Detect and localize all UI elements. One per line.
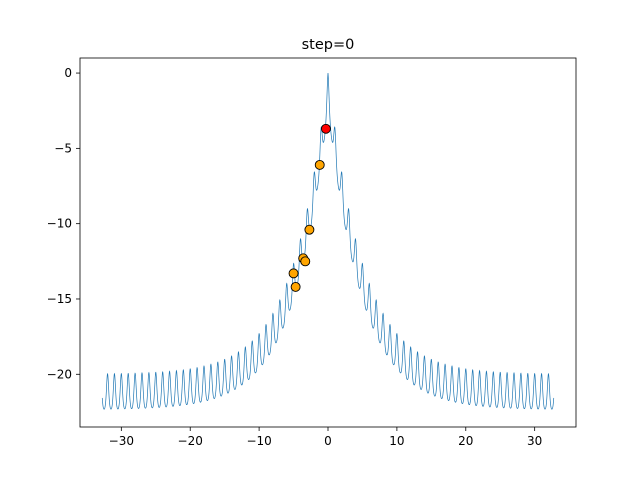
- series-line: [101, 73, 555, 410]
- y-tick-label: −20: [47, 367, 72, 381]
- x-tick-label: −10: [246, 434, 271, 448]
- x-tick-label: −30: [109, 434, 134, 448]
- scatter-point: [320, 123, 331, 134]
- y-axis-ticks: 0 −5 −10 −15 −20: [47, 66, 80, 381]
- scatter-point: [304, 224, 315, 235]
- scatter-point: [290, 281, 301, 292]
- x-tick-label: 0: [324, 434, 332, 448]
- scatter-points: [288, 123, 331, 292]
- ackley-curve: [101, 73, 555, 410]
- x-axis-ticks: −30 −20 −10 0 10 20 30: [109, 427, 542, 448]
- plot-frame: [79, 57, 577, 428]
- scatter-point: [300, 256, 311, 267]
- chart-title: step=0: [302, 37, 355, 53]
- y-tick-label: −15: [47, 292, 72, 306]
- scatter-point: [314, 159, 325, 170]
- x-tick-label: −20: [178, 434, 203, 448]
- y-tick-label: −10: [47, 217, 72, 231]
- scatter-point: [288, 268, 299, 279]
- y-tick-label: 0: [64, 66, 72, 80]
- x-tick-label: 20: [458, 434, 473, 448]
- x-tick-label: 30: [527, 434, 542, 448]
- y-tick-label: −5: [54, 141, 72, 155]
- x-tick-label: 10: [389, 434, 404, 448]
